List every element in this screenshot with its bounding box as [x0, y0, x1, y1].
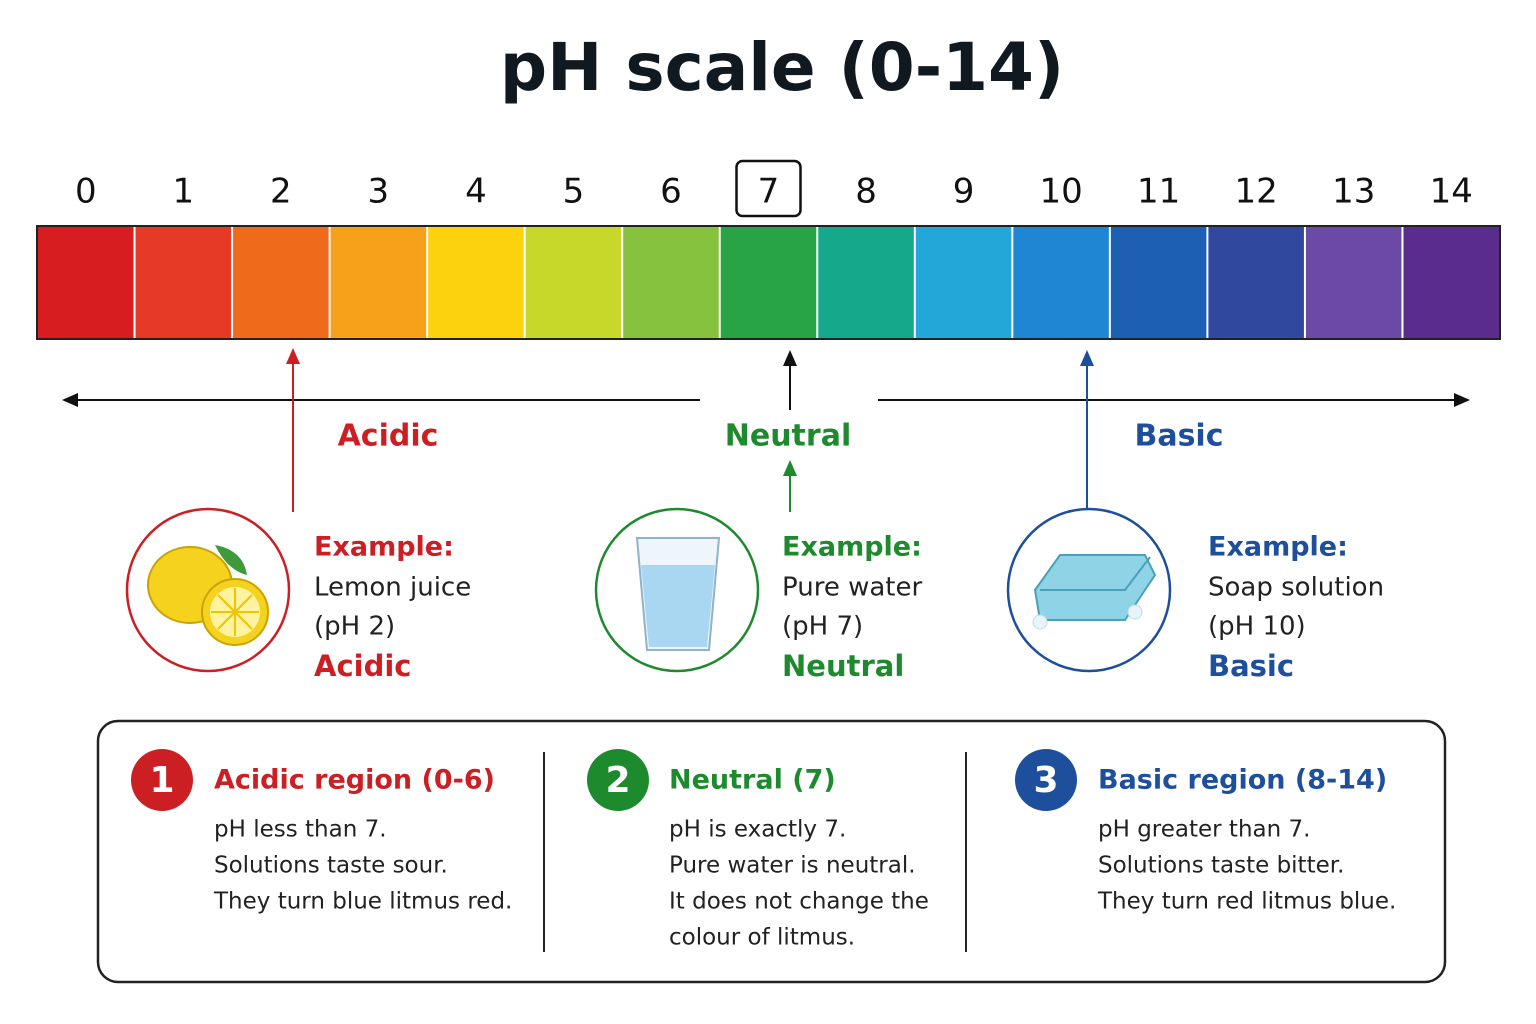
- example-ph: (pH 7): [782, 612, 863, 642]
- ph-segment: [37, 226, 135, 339]
- example-item: Soap solution: [1208, 573, 1384, 603]
- badge: [1015, 749, 1077, 811]
- example-heading: Example:: [314, 532, 454, 563]
- ph-segment: [719, 226, 818, 339]
- example-heading: Example:: [782, 532, 922, 563]
- summary-line: They turn blue litmus red.: [213, 889, 512, 915]
- scale-label: 6: [660, 172, 682, 212]
- scale-label: 13: [1332, 172, 1375, 212]
- example-item: Lemon juice: [314, 573, 471, 603]
- badge: [587, 749, 649, 811]
- region-label: Basic: [1134, 419, 1223, 454]
- ph-segment: [232, 226, 330, 339]
- ph-segment: [427, 226, 525, 339]
- example-category: Neutral: [782, 649, 904, 683]
- lemon-icon: [125, 507, 291, 673]
- soap-icon: [1006, 507, 1172, 673]
- example-heading: Example:: [1208, 532, 1348, 563]
- ph-segment: [1402, 226, 1500, 339]
- water-icon: [594, 507, 760, 673]
- highlight-box: [735, 159, 802, 218]
- example-category: Acidic: [314, 649, 411, 683]
- arrows: [62, 348, 1470, 512]
- summary-line: pH is exactly 7.: [669, 817, 846, 843]
- ph-segment: [622, 226, 720, 339]
- region-label: Neutral: [725, 419, 851, 454]
- summary-heading: Acidic region (0-6): [214, 765, 495, 796]
- summary-line: pH greater than 7.: [1098, 817, 1310, 843]
- ph-segment: [524, 226, 623, 339]
- summary-line: colour of litmus.: [669, 925, 855, 951]
- badge-number: 1: [149, 760, 174, 801]
- summary-line: It does not change the: [669, 889, 929, 915]
- scale-label: 4: [465, 172, 487, 212]
- example-category: Basic: [1208, 649, 1294, 683]
- scale-label: 10: [1039, 172, 1082, 212]
- scale-label: 11: [1137, 172, 1180, 212]
- scale-label: 9: [953, 172, 975, 212]
- summary-line: Solutions taste sour.: [214, 853, 448, 879]
- scale-label: 0: [75, 172, 97, 212]
- badge-number: 3: [1033, 760, 1058, 801]
- summary-line: They turn red litmus blue.: [1097, 889, 1396, 915]
- summary-line: pH less than 7.: [214, 817, 387, 843]
- summary-box: [96, 719, 1447, 984]
- summary-line: Pure water is neutral.: [669, 853, 916, 879]
- badge: [131, 749, 193, 811]
- ph-segment: [1012, 226, 1110, 339]
- scale-label: 3: [368, 172, 390, 212]
- summary-heading: Basic region (8-14): [1098, 765, 1387, 796]
- ph-segment: [134, 226, 233, 339]
- ph-segment: [1109, 226, 1208, 339]
- summary-heading: Neutral (7): [669, 765, 836, 796]
- example-ph: (pH 2): [314, 612, 395, 642]
- ph-segment: [817, 226, 915, 339]
- region-label: Acidic: [338, 419, 439, 454]
- badge-number: 2: [605, 760, 630, 801]
- title: pH scale (0-14): [500, 29, 1064, 106]
- scale-label: 12: [1235, 172, 1278, 212]
- example-item: Pure water: [782, 573, 922, 603]
- scale-label: 7: [758, 172, 780, 212]
- scale-label: 2: [270, 172, 292, 212]
- scale-label: 14: [1430, 172, 1473, 212]
- summary-line: Solutions taste bitter.: [1098, 853, 1344, 879]
- example-ph: (pH 10): [1208, 612, 1306, 642]
- ph-segment: [1207, 226, 1305, 339]
- ph-segment: [329, 226, 428, 339]
- ph-segment: [914, 226, 1013, 339]
- scale-label: 1: [172, 172, 194, 212]
- scale-label: 8: [855, 172, 877, 212]
- ph-segment: [1304, 226, 1403, 339]
- scale-label: 5: [563, 172, 585, 212]
- scale-border: [36, 225, 1501, 340]
